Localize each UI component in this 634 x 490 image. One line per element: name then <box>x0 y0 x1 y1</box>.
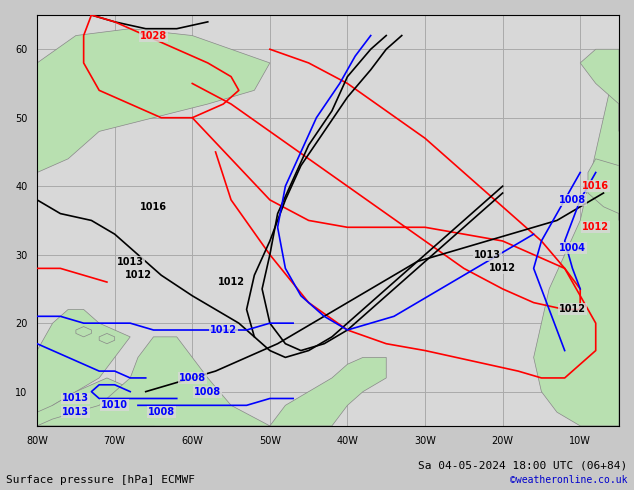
Text: 1016: 1016 <box>582 181 609 191</box>
Polygon shape <box>37 378 192 426</box>
Text: 1016: 1016 <box>140 202 167 212</box>
Text: 1012: 1012 <box>559 304 586 315</box>
Text: 1012: 1012 <box>124 270 152 280</box>
Polygon shape <box>37 29 270 172</box>
Text: 1008: 1008 <box>179 373 206 383</box>
Polygon shape <box>580 49 619 131</box>
Text: ©weatheronline.co.uk: ©weatheronline.co.uk <box>510 475 628 485</box>
Text: 1012: 1012 <box>582 222 609 232</box>
Text: 1008: 1008 <box>148 407 175 417</box>
Text: 1013: 1013 <box>62 393 89 403</box>
Polygon shape <box>37 337 386 426</box>
Text: Sa 04-05-2024 18:00 UTC (06+84): Sa 04-05-2024 18:00 UTC (06+84) <box>418 461 628 470</box>
Text: 1012: 1012 <box>217 277 245 287</box>
Polygon shape <box>37 310 130 426</box>
Text: Surface pressure [hPa] ECMWF: Surface pressure [hPa] ECMWF <box>6 475 195 485</box>
Text: 1010: 1010 <box>101 400 128 410</box>
Polygon shape <box>99 333 115 343</box>
Text: 1013: 1013 <box>62 407 89 417</box>
Polygon shape <box>76 326 91 337</box>
Polygon shape <box>534 83 619 426</box>
Text: 1013: 1013 <box>117 257 144 267</box>
Text: 1008: 1008 <box>559 195 586 205</box>
Text: 1012: 1012 <box>210 325 237 335</box>
Text: 1004: 1004 <box>559 243 586 253</box>
Text: 1013: 1013 <box>474 250 501 260</box>
Text: 1028: 1028 <box>140 30 167 41</box>
Polygon shape <box>588 159 619 220</box>
Text: 1008: 1008 <box>194 387 221 396</box>
Text: 1012: 1012 <box>489 263 516 273</box>
